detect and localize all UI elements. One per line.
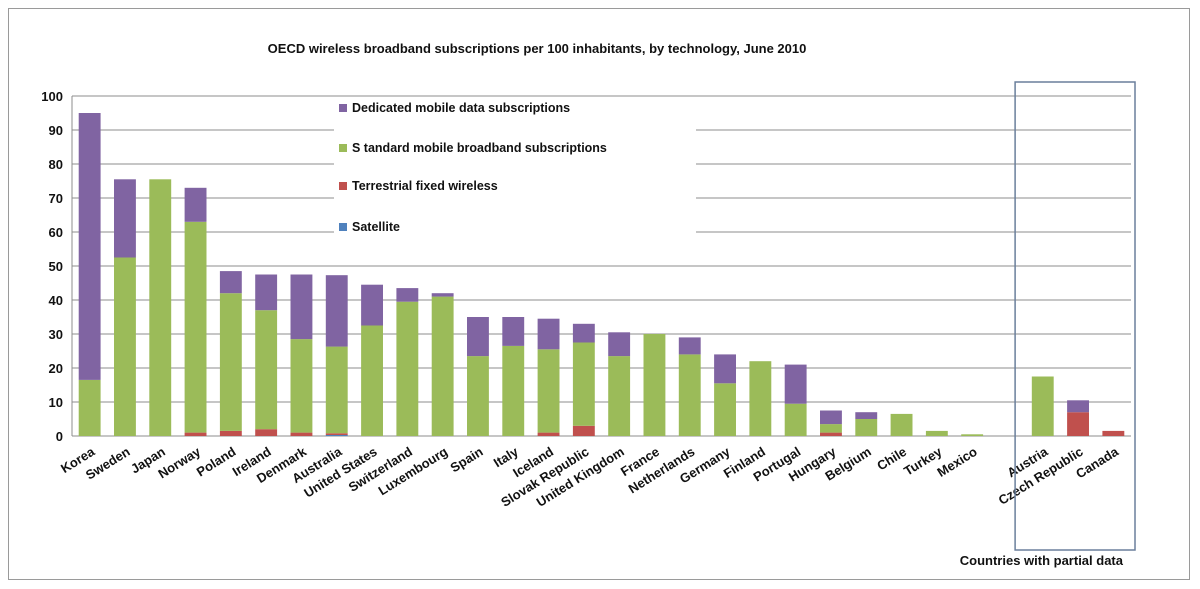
legend-label: Terrestrial fixed wireless (352, 179, 498, 193)
bar-segment-standard-mobile-broadband-subscriptions (784, 403, 807, 436)
bar-segment-standard-mobile-broadband-subscriptions (325, 346, 348, 434)
partial-data-label: Countries with partial data (960, 553, 1124, 568)
y-tick-label: 70 (49, 191, 63, 206)
x-category-label: Mexico (934, 444, 979, 480)
bars-group (78, 113, 1125, 437)
bar-segment-dedicated-mobile-data-subscriptions (537, 318, 560, 350)
bar-segment-standard-mobile-broadband-subscriptions (749, 361, 772, 436)
legend-mask (352, 231, 432, 240)
legend: Dedicated mobile data subscriptions S tan… (334, 101, 696, 241)
y-tick-label: 30 (49, 327, 63, 342)
bar-segment-terrestrial-fixed-wireless (537, 432, 560, 436)
y-tick-label: 100 (41, 89, 63, 104)
bar-segment-standard-mobile-broadband-subscriptions (78, 379, 101, 436)
bar-segment-dedicated-mobile-data-subscriptions (431, 293, 454, 297)
x-category-label: Poland (194, 444, 239, 480)
bar-segment-standard-mobile-broadband-subscriptions (714, 383, 736, 436)
bar-segment-dedicated-mobile-data-subscriptions (855, 412, 878, 419)
bar-segment-dedicated-mobile-data-subscriptions (467, 317, 489, 357)
bar-segment-dedicated-mobile-data-subscriptions (572, 323, 595, 343)
bar-segment-terrestrial-fixed-wireless (572, 425, 595, 436)
bar-segment-terrestrial-fixed-wireless (325, 433, 348, 435)
bar-segment-standard-mobile-broadband-subscriptions (890, 413, 913, 436)
bar-segment-standard-mobile-broadband-subscriptions (961, 434, 984, 436)
bar-segment-dedicated-mobile-data-subscriptions (784, 364, 807, 404)
bar-segment-standard-mobile-broadband-subscriptions (925, 430, 948, 436)
bar-segment-dedicated-mobile-data-subscriptions (255, 274, 278, 311)
bar-segment-dedicated-mobile-data-subscriptions (820, 410, 842, 425)
y-tick-label: 50 (49, 259, 63, 274)
y-tick-label: 0 (56, 429, 63, 444)
legend-label: Satellite (352, 220, 400, 234)
y-tick-label: 10 (49, 395, 63, 410)
bar-segment-terrestrial-fixed-wireless (184, 432, 207, 436)
bar-segment-standard-mobile-broadband-subscriptions (820, 424, 842, 433)
bar-segment-satellite (325, 434, 348, 436)
bar-segment-terrestrial-fixed-wireless (290, 432, 313, 436)
chart-frame: OECD wireless broadband subscriptions pe… (8, 8, 1190, 580)
bar-segment-standard-mobile-broadband-subscriptions (149, 179, 172, 437)
bar-segment-dedicated-mobile-data-subscriptions (678, 337, 701, 355)
bar-chart: OECD wireless broadband subscriptions pe… (41, 41, 1136, 568)
bar-segment-terrestrial-fixed-wireless (255, 429, 278, 436)
bar-segment-standard-mobile-broadband-subscriptions (361, 325, 383, 436)
bar-segment-dedicated-mobile-data-subscriptions (290, 274, 313, 340)
bar-segment-standard-mobile-broadband-subscriptions (290, 339, 313, 433)
legend-label: S tandard mobile broadband subscriptions (352, 141, 607, 155)
bar-segment-standard-mobile-broadband-subscriptions (572, 342, 595, 426)
bar-segment-standard-mobile-broadband-subscriptions (114, 257, 136, 436)
partial-data-box-outline (1014, 81, 1136, 551)
bar-segment-dedicated-mobile-data-subscriptions (114, 179, 136, 258)
x-axis-labels: KoreaSwedenJapanNorwayPolandIrelandDenma… (58, 443, 1122, 509)
bar-segment-dedicated-mobile-data-subscriptions (184, 187, 207, 222)
bar-segment-dedicated-mobile-data-subscriptions (502, 317, 525, 346)
bar-segment-standard-mobile-broadband-subscriptions (855, 419, 878, 436)
legend-label: Dedicated mobile data subscriptions (352, 101, 570, 115)
y-axis: 0 10 20 30 40 50 60 70 80 90 100 (41, 89, 73, 444)
bar-segment-dedicated-mobile-data-subscriptions (78, 113, 101, 380)
y-tick-label: 60 (49, 225, 63, 240)
bar-segment-standard-mobile-broadband-subscriptions (1031, 376, 1054, 436)
bar-segment-standard-mobile-broadband-subscriptions (219, 293, 242, 431)
legend-swatch (339, 104, 347, 112)
bar-segment-terrestrial-fixed-wireless (1067, 412, 1089, 436)
bar-segment-terrestrial-fixed-wireless (1102, 430, 1125, 436)
bar-segment-dedicated-mobile-data-subscriptions (714, 354, 736, 384)
legend-swatch (339, 223, 347, 231)
legend-swatch (339, 182, 347, 190)
chart-title: OECD wireless broadband subscriptions pe… (268, 41, 807, 56)
partial-data-box: Countries with partial data (960, 81, 1136, 568)
bar-segment-standard-mobile-broadband-subscriptions (467, 356, 489, 436)
legend-swatch (339, 144, 347, 152)
bar-segment-dedicated-mobile-data-subscriptions (361, 284, 383, 326)
y-tick-label: 80 (49, 157, 63, 172)
bar-segment-standard-mobile-broadband-subscriptions (643, 334, 666, 436)
bar-segment-dedicated-mobile-data-subscriptions (396, 288, 419, 302)
x-category-label: Spain (448, 444, 486, 476)
bar-segment-dedicated-mobile-data-subscriptions (325, 275, 348, 347)
bar-segment-dedicated-mobile-data-subscriptions (608, 332, 631, 357)
bar-segment-standard-mobile-broadband-subscriptions (608, 356, 631, 436)
bar-segment-standard-mobile-broadband-subscriptions (502, 345, 525, 436)
y-tick-label: 90 (49, 123, 63, 138)
bar-segment-dedicated-mobile-data-subscriptions (1067, 400, 1089, 413)
bar-segment-standard-mobile-broadband-subscriptions (537, 349, 560, 433)
bar-segment-standard-mobile-broadband-subscriptions (255, 310, 278, 430)
bar-segment-standard-mobile-broadband-subscriptions (184, 221, 207, 433)
bar-segment-dedicated-mobile-data-subscriptions (219, 271, 242, 294)
y-tick-label: 40 (49, 293, 63, 308)
y-tick-label: 20 (49, 361, 63, 376)
bar-segment-standard-mobile-broadband-subscriptions (678, 354, 701, 436)
bar-segment-standard-mobile-broadband-subscriptions (396, 301, 419, 436)
legend-background (334, 101, 696, 241)
bar-segment-standard-mobile-broadband-subscriptions (431, 296, 454, 436)
bar-segment-terrestrial-fixed-wireless (820, 432, 842, 436)
bar-segment-terrestrial-fixed-wireless (219, 430, 242, 436)
